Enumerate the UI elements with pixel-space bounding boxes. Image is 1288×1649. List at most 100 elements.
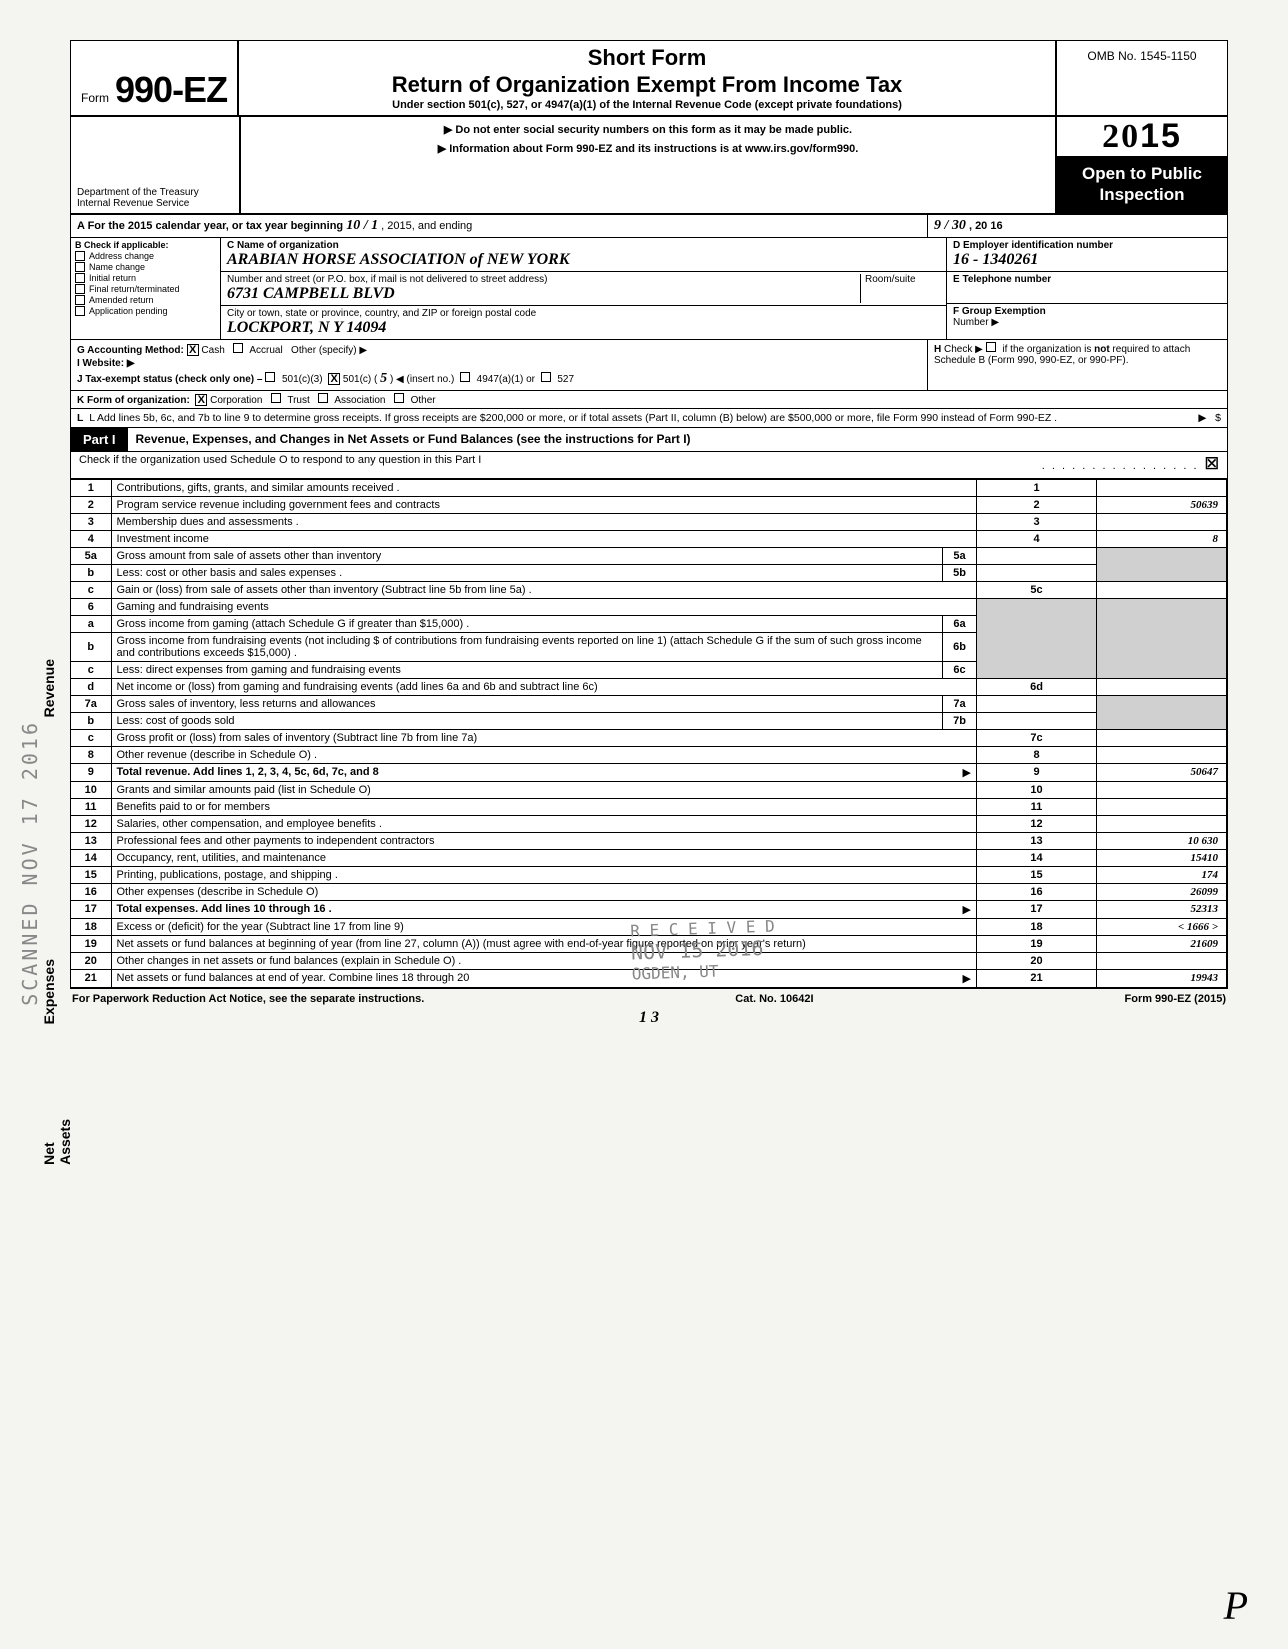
expenses-vertical-label: Expenses bbox=[41, 959, 57, 1024]
line-6-shade-ln bbox=[977, 598, 1097, 678]
chk-initial-return[interactable]: Initial return bbox=[75, 273, 216, 283]
line-16: 16Other expenses (describe in Schedule O… bbox=[71, 883, 1227, 900]
footer-mid: Cat. No. 10642I bbox=[735, 993, 813, 1005]
line-14: 14Occupancy, rent, utilities, and mainte… bbox=[71, 849, 1227, 866]
line-5b-num: b bbox=[71, 564, 111, 581]
chk-trust[interactable] bbox=[271, 393, 281, 403]
chk-schedule-b[interactable] bbox=[986, 342, 996, 352]
line-13: 13Professional fees and other payments t… bbox=[71, 832, 1227, 849]
line-5b-subamt bbox=[977, 564, 1097, 581]
line-5a: 5a Gross amount from sale of assets other… bbox=[71, 547, 1227, 564]
open-to-public: Open to Public Inspection bbox=[1057, 156, 1227, 213]
chk-address-change[interactable]: Address change bbox=[75, 251, 216, 261]
col-de: D Employer identification number 16 - 13… bbox=[947, 238, 1227, 339]
city-value: LOCKPORT, N Y 14094 bbox=[227, 319, 940, 337]
line-7c-amt bbox=[1097, 729, 1227, 746]
line-17-desc: Total expenses. Add lines 10 through 16 … bbox=[117, 903, 332, 915]
line-6d: dNet income or (loss) from gaming and fu… bbox=[71, 678, 1227, 695]
line-8-amt bbox=[1097, 746, 1227, 763]
chk-association[interactable] bbox=[318, 393, 328, 403]
chk-cash[interactable]: X bbox=[187, 344, 199, 356]
form-prefix: Form bbox=[81, 91, 109, 105]
addr-label: Number and street (or P.O. box, if mail … bbox=[227, 274, 860, 285]
501c-label: 501(c) ( bbox=[343, 374, 377, 385]
part1-check-text: Check if the organization used Schedule … bbox=[79, 454, 481, 474]
line-5c-amt bbox=[1097, 581, 1227, 598]
line-21-num: 21 bbox=[71, 969, 111, 987]
line-21-amt: 19943 bbox=[1097, 969, 1227, 987]
form-id-box: Form 990-EZ bbox=[71, 41, 239, 115]
chk-name-change[interactable]: Name change bbox=[75, 262, 216, 272]
line-7ab-shade bbox=[1097, 695, 1227, 729]
row-j-label: J Tax-exempt status (check only one) – bbox=[77, 374, 262, 385]
line-5a-subamt bbox=[977, 547, 1097, 564]
header-row-1: Form 990-EZ Short Form Return of Organiz… bbox=[71, 41, 1227, 117]
line-1-num: 1 bbox=[71, 479, 111, 496]
chk-accrual[interactable] bbox=[233, 343, 243, 353]
rows-ghij: G Accounting Method: X Cash Accrual Othe… bbox=[71, 340, 1227, 391]
year-suffix: 15 bbox=[1140, 117, 1182, 155]
title-block: Short Form Return of Organization Exempt… bbox=[239, 41, 1057, 115]
line-8-ln: 8 bbox=[977, 746, 1097, 763]
tax-year-begin: 10 / 1 bbox=[346, 218, 378, 233]
line-17-arrow: ▶ bbox=[963, 903, 971, 916]
line-6a-num: a bbox=[71, 615, 111, 632]
netassets-vertical-label: Net Assets bbox=[41, 1119, 73, 1165]
info-link: Information about Form 990-EZ and its in… bbox=[249, 142, 1047, 155]
line-4: 4Investment income48 bbox=[71, 530, 1227, 547]
phone-value bbox=[953, 285, 1221, 301]
other-method-label: Other (specify) ▶ bbox=[291, 345, 367, 356]
line-19-desc: Net assets or fund balances at beginning… bbox=[117, 938, 806, 950]
527-label: 527 bbox=[557, 374, 574, 385]
city-label: City or town, state or province, country… bbox=[227, 308, 940, 319]
line-5b-sub: 5b bbox=[943, 564, 977, 581]
row-a-end-yr: , 20 16 bbox=[969, 220, 1003, 232]
room-suite: Room/suite bbox=[860, 274, 940, 303]
line-21-arrow: ▶ bbox=[963, 972, 971, 985]
line-7b-num: b bbox=[71, 712, 111, 729]
subtitle: Under section 501(c), 527, or 4947(a)(1)… bbox=[247, 99, 1047, 111]
line-6a-sub: 6a bbox=[943, 615, 977, 632]
line-8-desc: Other revenue (describe in Schedule O) . bbox=[117, 749, 318, 761]
chk-other-org[interactable] bbox=[394, 393, 404, 403]
chk-final-return-label: Final return/terminated bbox=[89, 284, 180, 294]
line-6c-desc: Less: direct expenses from gaming and fu… bbox=[117, 664, 401, 676]
tax-year: 2015 bbox=[1057, 117, 1227, 156]
line-6d-ln: 6d bbox=[977, 678, 1097, 695]
chk-application-pending-label: Application pending bbox=[89, 306, 168, 316]
chk-corporation[interactable]: X bbox=[195, 394, 207, 406]
chk-4947[interactable] bbox=[460, 372, 470, 382]
line-5c-num: c bbox=[71, 581, 111, 598]
line-15-ln: 15 bbox=[977, 866, 1097, 883]
line-16-ln: 16 bbox=[977, 883, 1097, 900]
line-20-num: 20 bbox=[71, 952, 111, 969]
main-title: Return of Organization Exempt From Incom… bbox=[247, 73, 1047, 97]
line-13-amt: 10 630 bbox=[1097, 832, 1227, 849]
tax-year-end: 9 / 30 bbox=[934, 218, 966, 233]
row-i: I Website: ▶ bbox=[77, 357, 921, 370]
chk-final-return[interactable]: Final return/terminated bbox=[75, 284, 216, 294]
chk-527[interactable] bbox=[541, 372, 551, 382]
line-5b-desc: Less: cost or other basis and sales expe… bbox=[117, 567, 343, 579]
chk-501c[interactable]: X bbox=[328, 373, 340, 385]
line-5a-num: 5a bbox=[71, 547, 111, 564]
chk-initial-return-label: Initial return bbox=[89, 273, 136, 283]
line-5a-desc: Gross amount from sale of assets other t… bbox=[117, 550, 382, 562]
line-4-amt: 8 bbox=[1097, 530, 1227, 547]
line-19-amt: 21609 bbox=[1097, 935, 1227, 952]
chk-501c3[interactable] bbox=[265, 372, 275, 382]
part1-header: Part I Revenue, Expenses, and Changes in… bbox=[71, 428, 1227, 452]
part1-dots bbox=[1042, 460, 1199, 472]
line-3: 3Membership dues and assessments .3 bbox=[71, 513, 1227, 530]
line-11-num: 11 bbox=[71, 798, 111, 815]
row-l: L L Add lines 5b, 6c, and 7b to line 9 t… bbox=[71, 409, 1227, 428]
line-1-desc: Contributions, gifts, grants, and simila… bbox=[117, 482, 400, 494]
chk-amended-return[interactable]: Amended return bbox=[75, 295, 216, 305]
line-16-num: 16 bbox=[71, 883, 111, 900]
501c3-label: 501(c)(3) bbox=[282, 374, 323, 385]
chk-application-pending[interactable]: Application pending bbox=[75, 306, 216, 316]
corp-label: Corporation bbox=[210, 395, 262, 406]
accrual-label: Accrual bbox=[249, 345, 282, 356]
line-7c: cGross profit or (loss) from sales of in… bbox=[71, 729, 1227, 746]
addr-value: 6731 CAMPBELL BLVD bbox=[227, 285, 860, 303]
